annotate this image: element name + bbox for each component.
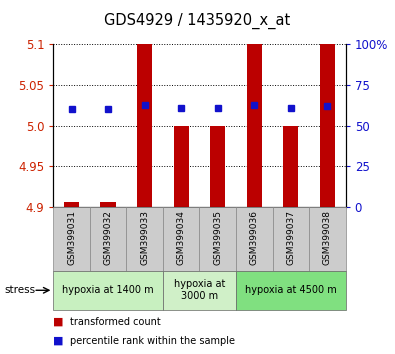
Bar (100, 202, 116, 207)
Bar (173, 126, 189, 207)
Bar (210, 126, 226, 207)
Bar (309, 207, 346, 271)
Bar (53, 271, 163, 310)
Text: GSM399031: GSM399031 (67, 210, 76, 265)
Text: GSM399038: GSM399038 (323, 210, 332, 265)
Bar (53, 207, 90, 271)
Bar (90, 207, 126, 271)
Text: ■: ■ (53, 317, 64, 327)
Text: GSM399034: GSM399034 (177, 210, 186, 265)
Text: stress: stress (4, 285, 35, 295)
Bar (236, 271, 346, 310)
Text: hypoxia at 1400 m: hypoxia at 1400 m (62, 285, 154, 295)
Text: hypoxia at 4500 m: hypoxia at 4500 m (245, 285, 337, 295)
Text: GSM399035: GSM399035 (213, 210, 222, 265)
Text: GSM399032: GSM399032 (103, 210, 113, 265)
Text: percentile rank within the sample: percentile rank within the sample (70, 336, 235, 346)
Text: transformed count: transformed count (70, 317, 161, 327)
Bar (199, 207, 236, 271)
Text: ■: ■ (53, 336, 64, 346)
Bar (283, 126, 299, 207)
Text: GSM399037: GSM399037 (286, 210, 295, 265)
Bar (236, 207, 273, 271)
Bar (163, 207, 199, 271)
Text: hypoxia at
3000 m: hypoxia at 3000 m (174, 279, 225, 301)
Text: GSM399033: GSM399033 (140, 210, 149, 265)
Bar (64, 202, 79, 207)
Bar (137, 44, 152, 207)
Bar (273, 207, 309, 271)
Bar (320, 44, 335, 207)
Bar (163, 271, 236, 310)
Bar (126, 207, 163, 271)
Bar (246, 44, 262, 207)
Text: GSM399036: GSM399036 (250, 210, 259, 265)
Text: GDS4929 / 1435920_x_at: GDS4929 / 1435920_x_at (104, 12, 291, 29)
